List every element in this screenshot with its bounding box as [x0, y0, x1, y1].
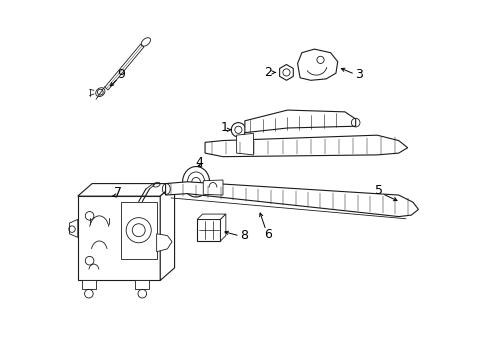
Polygon shape: [156, 234, 172, 252]
Polygon shape: [104, 44, 143, 90]
Text: 5: 5: [374, 184, 382, 197]
Polygon shape: [236, 134, 253, 155]
Polygon shape: [197, 214, 225, 220]
Text: 3: 3: [355, 68, 363, 81]
Text: 4: 4: [195, 156, 203, 169]
Text: 1: 1: [221, 121, 228, 134]
Polygon shape: [197, 220, 220, 241]
Text: 8: 8: [239, 229, 247, 242]
Polygon shape: [297, 49, 337, 80]
Polygon shape: [135, 280, 149, 289]
Polygon shape: [78, 184, 174, 196]
Polygon shape: [160, 184, 174, 280]
Polygon shape: [220, 214, 225, 241]
Polygon shape: [244, 110, 355, 133]
Polygon shape: [279, 64, 293, 80]
Polygon shape: [204, 135, 407, 157]
Polygon shape: [78, 196, 160, 280]
Text: 2: 2: [264, 66, 271, 79]
Text: 6: 6: [264, 228, 271, 241]
Polygon shape: [69, 220, 78, 237]
Text: 9: 9: [117, 68, 124, 81]
Polygon shape: [203, 180, 223, 195]
Text: 7: 7: [114, 186, 122, 199]
Polygon shape: [121, 202, 156, 259]
Polygon shape: [165, 182, 418, 217]
Polygon shape: [82, 280, 96, 289]
